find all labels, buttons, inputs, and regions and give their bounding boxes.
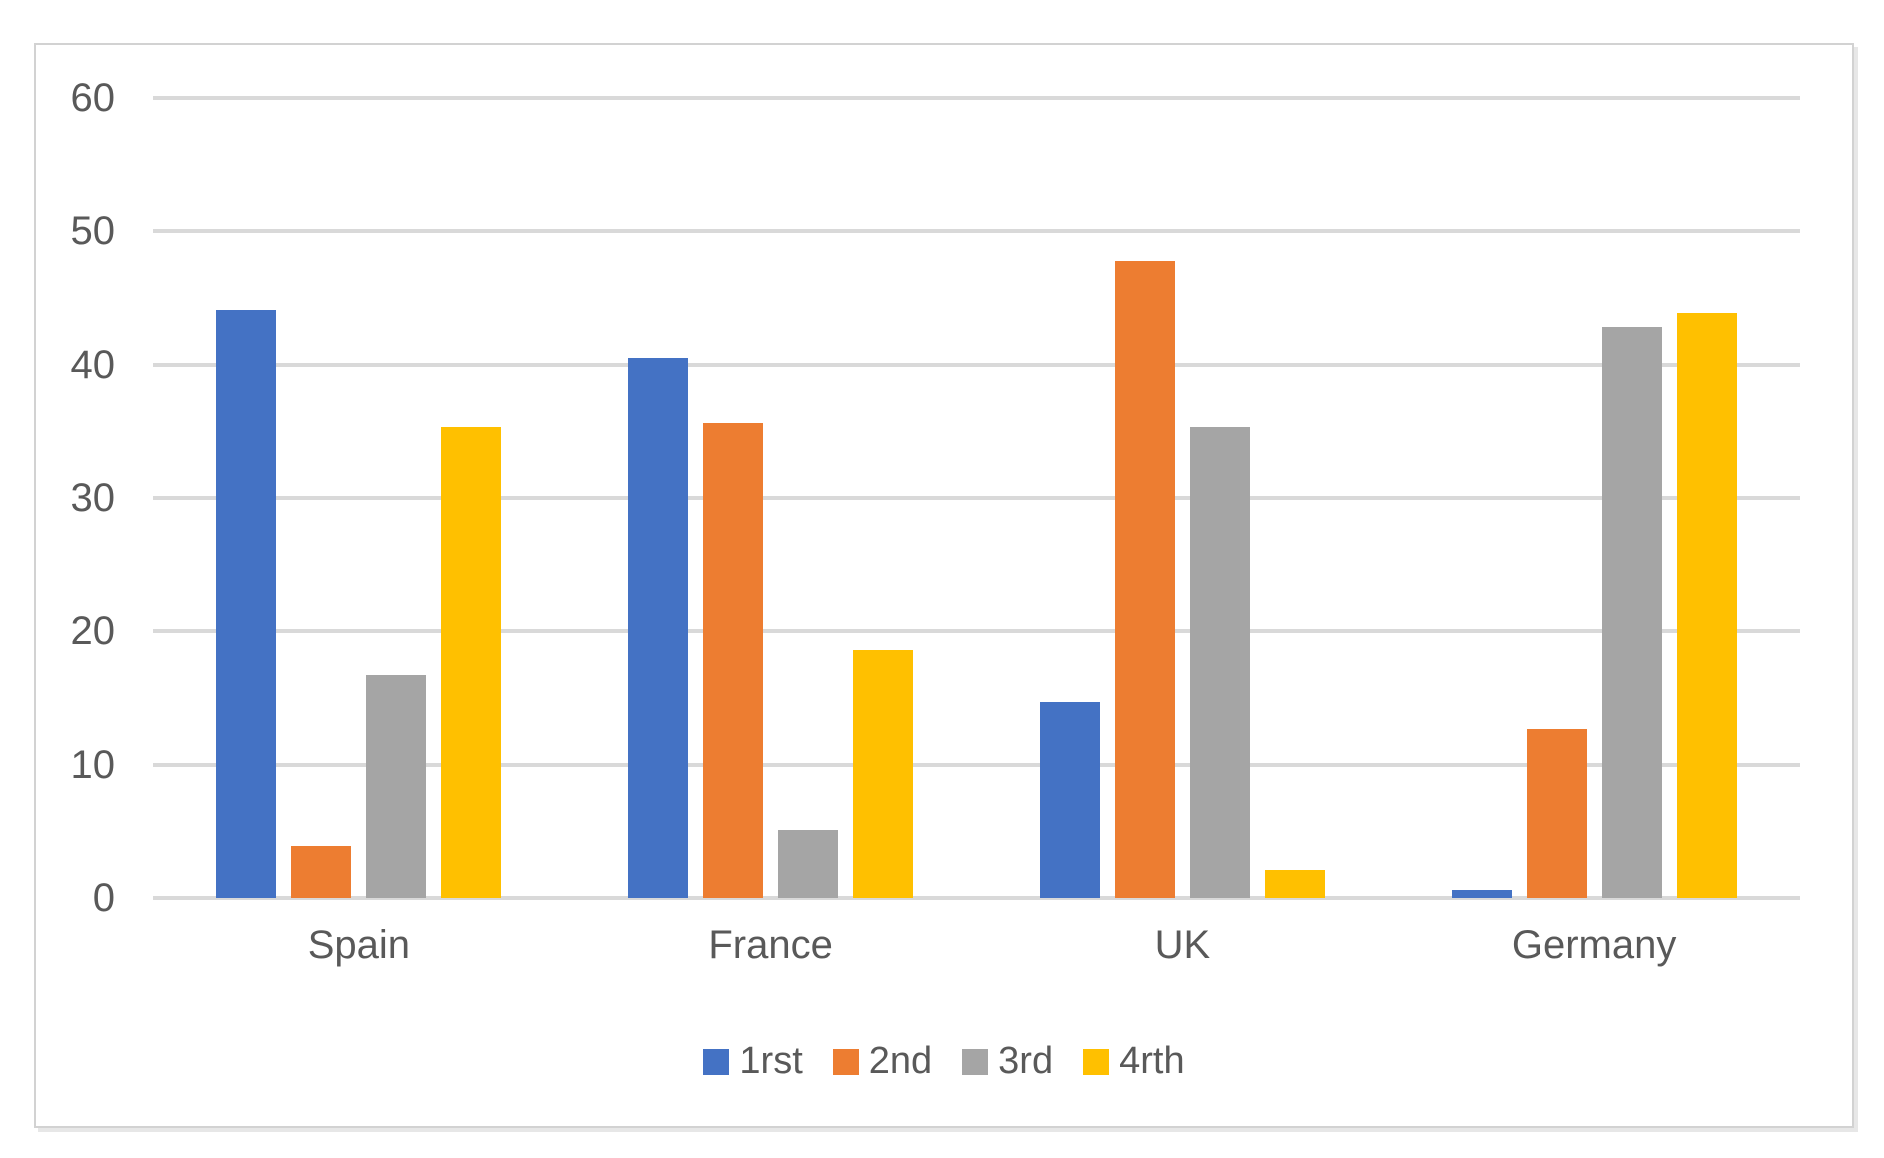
legend-item-4rth: 4rth bbox=[1083, 1040, 1185, 1083]
x-label-france: France bbox=[708, 923, 833, 967]
bar-group-germany bbox=[1388, 98, 1800, 898]
legend-label-1rst: 1rst bbox=[739, 1040, 803, 1082]
bar-uk-1rst bbox=[1039, 702, 1100, 898]
gridline-y-50 bbox=[153, 229, 1800, 234]
legend-item-1rst: 1rst bbox=[703, 1040, 803, 1083]
bar-group-france bbox=[565, 98, 977, 898]
bar-group-spain bbox=[153, 98, 565, 898]
bar-france-3rd bbox=[778, 830, 839, 898]
legend-label-4rth: 4rth bbox=[1119, 1040, 1185, 1082]
legend-label-3rd: 3rd bbox=[998, 1040, 1054, 1082]
x-axis-category-labels: Spain France UK Germany bbox=[153, 923, 1800, 968]
y-tick-label-60: 60 bbox=[70, 76, 116, 120]
x-label-germany: Germany bbox=[1511, 923, 1677, 967]
y-tick-label-40: 40 bbox=[70, 342, 116, 387]
gridline-y-10 bbox=[153, 762, 1800, 767]
bar-france-2nd bbox=[703, 423, 764, 898]
y-tick-label-0: 0 bbox=[92, 876, 115, 920]
legend-swatch-4rth bbox=[1083, 1048, 1110, 1075]
plot-area bbox=[153, 96, 1800, 900]
legend: 1rst 2nd 3rd 4rth bbox=[36, 1040, 1852, 1083]
bar-group-uk bbox=[977, 98, 1389, 898]
legend-swatch-2nd bbox=[832, 1048, 859, 1075]
y-axis-tick-labels: 0 10 20 30 40 50 60 bbox=[36, 45, 116, 1126]
y-tick-label-20: 20 bbox=[70, 609, 116, 654]
bar-france-4rth bbox=[853, 650, 914, 898]
gridline-y-40 bbox=[153, 362, 1800, 367]
gridline-y-0 bbox=[153, 896, 1800, 900]
bar-uk-3rd bbox=[1189, 427, 1250, 898]
x-label-uk: UK bbox=[1154, 923, 1211, 967]
bar-spain-2nd bbox=[291, 846, 352, 898]
bar-germany-3rd bbox=[1601, 327, 1662, 898]
x-label-spain: Spain bbox=[307, 923, 411, 967]
legend-label-2nd: 2nd bbox=[868, 1040, 933, 1082]
y-tick-label-10: 10 bbox=[70, 742, 116, 787]
gridline-y-60 bbox=[153, 96, 1800, 100]
legend-swatch-3rd bbox=[962, 1048, 989, 1075]
bar-germany-4rth bbox=[1676, 312, 1737, 898]
chart-frame: 0 10 20 30 40 50 60 Spain France UK Germany 1rst 2… bbox=[34, 43, 1854, 1128]
gridline-y-20 bbox=[153, 629, 1800, 634]
bar-germany-1rst bbox=[1451, 890, 1512, 898]
bar-uk-2nd bbox=[1114, 260, 1175, 898]
gridline-y-30 bbox=[153, 496, 1800, 500]
legend-item-3rd: 3rd bbox=[962, 1040, 1053, 1083]
y-tick-label-30: 30 bbox=[70, 476, 116, 520]
bar-germany-2nd bbox=[1526, 728, 1587, 898]
bar-groups bbox=[153, 98, 1800, 898]
legend-swatch-1rst bbox=[703, 1048, 730, 1075]
legend-item-2nd: 2nd bbox=[832, 1040, 933, 1083]
bar-uk-4rth bbox=[1264, 870, 1325, 898]
bar-spain-3rd bbox=[366, 675, 427, 898]
y-tick-label-50: 50 bbox=[70, 209, 116, 254]
bar-france-1rst bbox=[628, 358, 689, 898]
bar-spain-1rst bbox=[216, 310, 277, 898]
bar-spain-4rth bbox=[441, 427, 502, 898]
